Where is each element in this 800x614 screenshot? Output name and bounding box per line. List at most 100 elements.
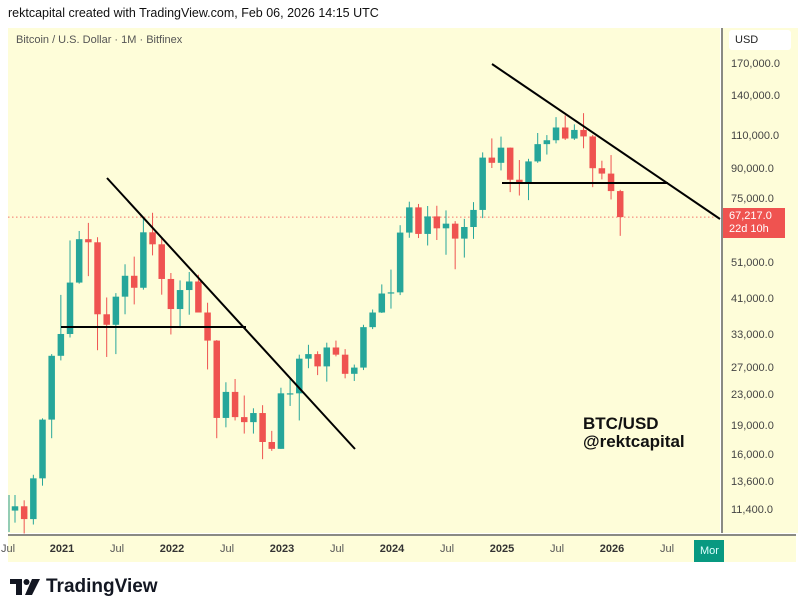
candle-body [103,314,110,325]
candle-body [387,292,395,294]
chart-credit: rektcapital created with TradingView.com… [8,6,379,20]
candle-body [66,282,74,334]
bar-countdown: 22d 10h [729,223,769,235]
candle-body [57,333,65,356]
price-tick-label: 90,000.0 [731,163,774,175]
candle-body [176,290,184,310]
tradingview-logo-icon [10,579,40,595]
candle-body [451,223,459,239]
candle-body [488,157,496,163]
candle-body [185,281,193,291]
price-tick-label: 140,000.0 [731,90,780,102]
candle-body [470,209,477,228]
candle-body [561,127,569,139]
watermark-line-1: BTC/USD [583,414,659,433]
candle-body [580,129,587,137]
candle-body [94,242,101,315]
price-tick-label: 11,400.0 [731,504,774,516]
candle-body [314,354,321,367]
candle-body [48,355,55,420]
time-tick-label: Jul [109,543,125,555]
candle-body [277,393,285,449]
candle-body [167,278,175,310]
time-tick-label: Jul [329,543,345,555]
candle-body [516,179,523,184]
candle-body [332,347,340,355]
price-tick-label: 75,000.0 [731,193,774,205]
candle-body [433,216,441,229]
candle-body [616,191,624,218]
time-tick-label: 2025 [489,543,515,555]
more-button[interactable]: Mor [694,540,724,562]
candle-body [241,417,248,423]
candle-body [20,506,28,520]
candle-body [415,207,422,234]
candle-body [378,293,386,313]
candle-body [323,347,331,367]
symbol-legend: Bitcoin / U.S. Dollar · 1M · Bitfinex [16,34,183,46]
candle-body [250,413,257,423]
price-tick-label: 13,600.0 [731,476,774,488]
time-tick-label: Jul [549,543,565,555]
candle-body [341,354,349,374]
candle-body [231,391,239,418]
candlestick-plot [8,63,721,534]
candle-body [259,413,266,442]
price-tick-label: 170,000.0 [731,58,780,70]
candle-body [442,223,450,229]
last-price-value: 67,217.0 [729,210,772,222]
time-tick-label: 2021 [49,543,75,555]
candle-body [461,227,468,239]
candle-body [396,232,404,293]
tradingview-wordmark: TradingView [46,576,158,597]
candle-body [296,358,303,394]
currency-button[interactable]: USD [729,30,791,50]
candle-body [112,296,120,325]
price-tick-label: 33,000.0 [731,329,774,341]
candle-body [406,207,413,233]
time-tick-label: 2024 [379,543,405,555]
candle-body [424,216,431,234]
candle-body [268,441,276,449]
price-tick-label: 19,000.0 [731,420,774,432]
price-tick-label: 27,000.0 [731,362,774,374]
price-axis[interactable]: USD 170,000.0 140,000.0 110,000.0 90,000.0 7… [721,28,798,533]
candle-body [479,157,486,210]
tradingview-logo[interactable]: TradingView [10,576,158,598]
candle-body [130,275,138,288]
candle-body [75,239,83,283]
price-tick-label: 41,000.0 [731,293,774,305]
price-tick-label: 23,000.0 [731,389,774,401]
time-tick-label: Jul [659,543,675,555]
candle-body [534,144,541,162]
candle-body [369,312,376,328]
candle-body [30,478,37,520]
watermark: BTC/USD @rektcapital [583,415,685,451]
time-tick-label: Jul [439,543,455,555]
time-tick-label: 2023 [269,543,295,555]
trendline-drawing[interactable] [491,63,721,220]
candle-body [525,161,532,184]
candle-body [351,367,358,374]
candle-body [589,136,596,169]
watermark-line-2: @rektcapital [583,432,685,451]
candle-body [121,275,129,297]
candle-body [286,393,294,395]
price-tick-label: 16,000.0 [731,449,774,461]
candle-body [195,281,202,313]
candle-body [506,147,514,180]
last-price-label: 67,217.0 22d 10h [723,208,785,238]
candle-body [305,354,312,359]
candle-body [158,244,165,279]
time-tick-label: Jul [0,543,16,555]
candle-body [360,327,367,368]
candle-body [39,419,46,479]
trendline-drawing[interactable] [106,177,356,450]
candle-body [11,506,19,511]
time-axis[interactable]: Jul 2021 Jul 2022 Jul 2023 Jul 2024 Jul 2025 Jul 20… [1,534,796,562]
candle-body [598,168,606,174]
candle-body [140,232,147,288]
time-tick-label: Jul [219,543,235,555]
time-tick-label: 2022 [159,543,185,555]
candle-body [222,391,230,418]
